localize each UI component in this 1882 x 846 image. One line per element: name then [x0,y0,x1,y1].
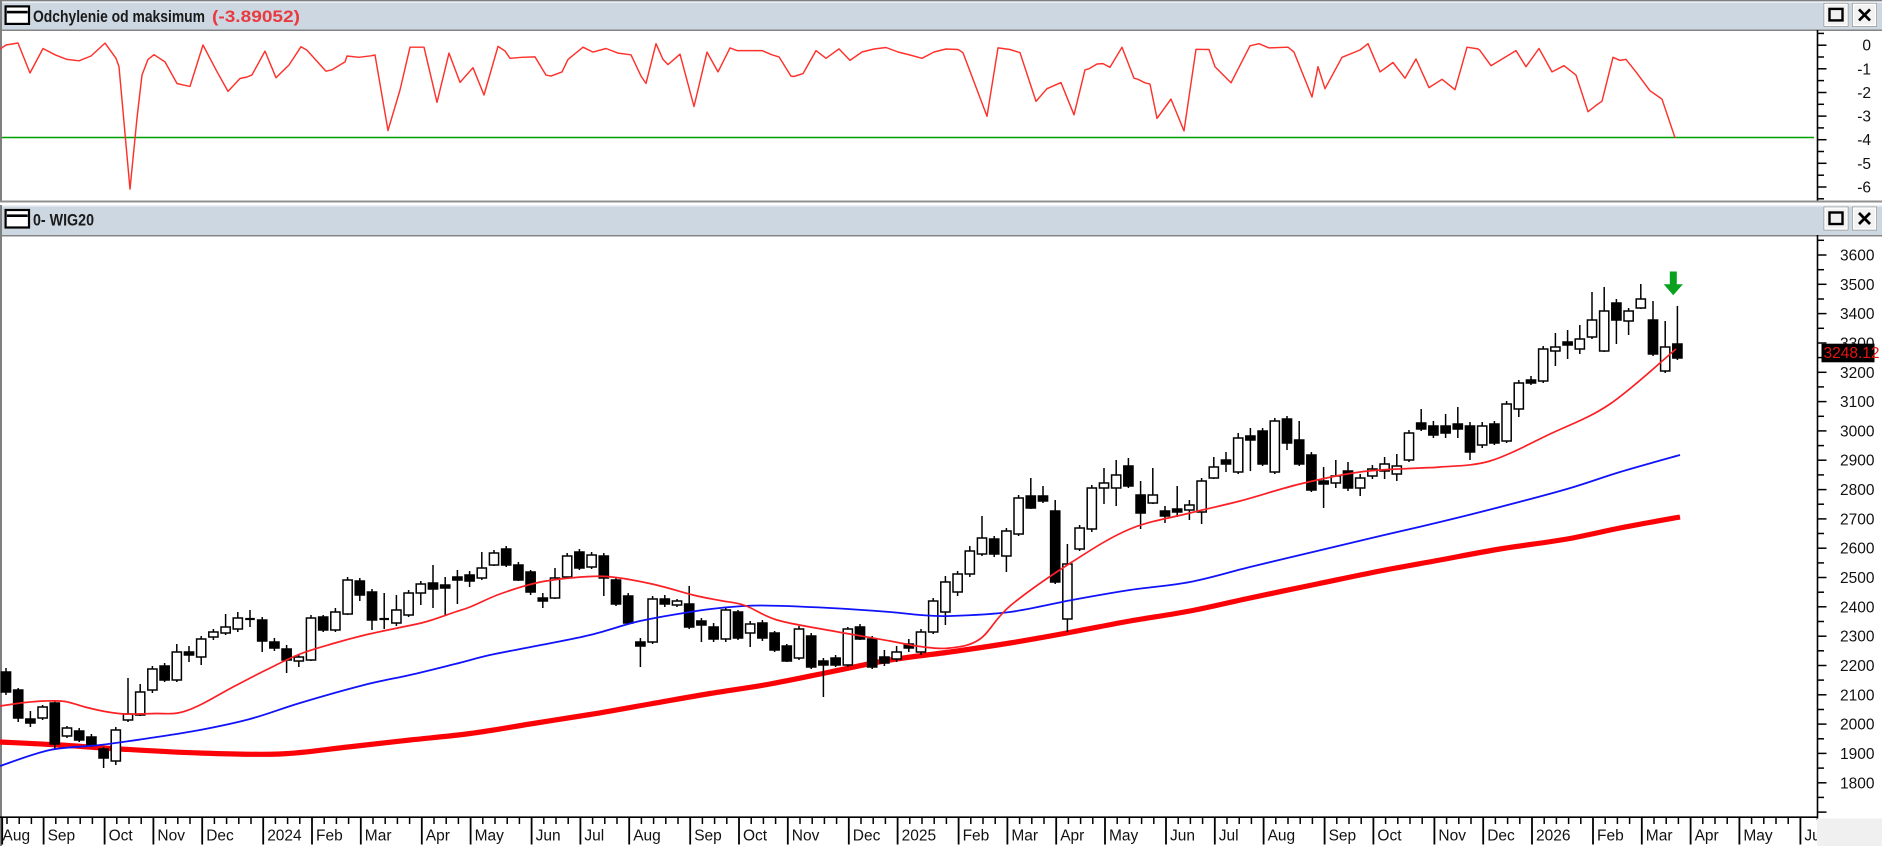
svg-text:2700: 2700 [1840,511,1875,528]
svg-text:Feb: Feb [316,828,343,845]
svg-text:2000: 2000 [1840,717,1875,734]
svg-text:Mar: Mar [1646,828,1673,845]
svg-text:3000: 3000 [1840,423,1875,440]
svg-text:2800: 2800 [1840,482,1875,499]
svg-text:2200: 2200 [1840,658,1875,675]
svg-text:Dec: Dec [206,828,234,845]
svg-text:Jul: Jul [584,828,604,845]
svg-text:1800: 1800 [1840,775,1875,792]
svg-text:Apr: Apr [1060,828,1084,845]
svg-text:Mar: Mar [1011,828,1038,845]
svg-text:2100: 2100 [1840,687,1875,704]
svg-text:Aug: Aug [1268,828,1296,845]
svg-text:Jul: Jul [1219,828,1239,845]
svg-text:2026: 2026 [1536,828,1570,845]
svg-text:Sep: Sep [1329,828,1357,845]
svg-text:0- WIG20: 0- WIG20 [33,212,94,230]
svg-text:Mar: Mar [365,828,392,845]
svg-text:3100: 3100 [1840,394,1875,411]
svg-text:Oct: Oct [743,828,768,845]
svg-text:2500: 2500 [1840,570,1875,587]
svg-text:3400: 3400 [1840,306,1875,323]
svg-text:-4: -4 [1857,132,1871,149]
svg-text:-3: -3 [1857,109,1871,126]
svg-text:Aug: Aug [633,828,661,845]
svg-text:3600: 3600 [1840,248,1875,265]
svg-text:Nov: Nov [157,828,185,845]
svg-text:Odchylenie od maksimum: Odchylenie od maksimum [33,8,205,26]
svg-text:Dec: Dec [1487,828,1515,845]
svg-text:May: May [1743,828,1773,845]
svg-text:-1: -1 [1857,61,1871,78]
svg-text:2600: 2600 [1840,541,1875,558]
svg-text:(-3.89052): (-3.89052) [212,8,300,26]
svg-text:3248.12: 3248.12 [1824,345,1880,362]
svg-text:May: May [1109,828,1139,845]
svg-text:Jun: Jun [1170,828,1195,845]
svg-text:Sep: Sep [694,828,722,845]
svg-text:3200: 3200 [1840,365,1875,382]
svg-text:Aug: Aug [3,828,31,845]
svg-text:Oct: Oct [109,828,134,845]
svg-text:Sep: Sep [48,828,76,845]
svg-text:Oct: Oct [1377,828,1402,845]
svg-text:2400: 2400 [1840,599,1875,616]
svg-text:Apr: Apr [426,828,450,845]
svg-text:2300: 2300 [1840,629,1875,646]
svg-text:2024: 2024 [267,828,302,845]
svg-text:Dec: Dec [853,828,881,845]
svg-text:Jun: Jun [536,828,561,845]
svg-text:1900: 1900 [1840,746,1875,763]
svg-text:-5: -5 [1857,156,1871,173]
svg-text:Apr: Apr [1695,828,1719,845]
svg-text:Nov: Nov [1438,828,1466,845]
svg-text:2025: 2025 [902,828,936,845]
svg-text:May: May [475,828,505,845]
svg-text:Feb: Feb [1597,828,1624,845]
svg-text:-6: -6 [1857,180,1871,197]
svg-text:2900: 2900 [1840,453,1875,470]
svg-text:-2: -2 [1857,85,1871,102]
svg-text:0: 0 [1862,38,1871,55]
svg-text:3500: 3500 [1840,277,1875,294]
svg-text:Nov: Nov [792,828,820,845]
svg-text:Feb: Feb [963,828,990,845]
